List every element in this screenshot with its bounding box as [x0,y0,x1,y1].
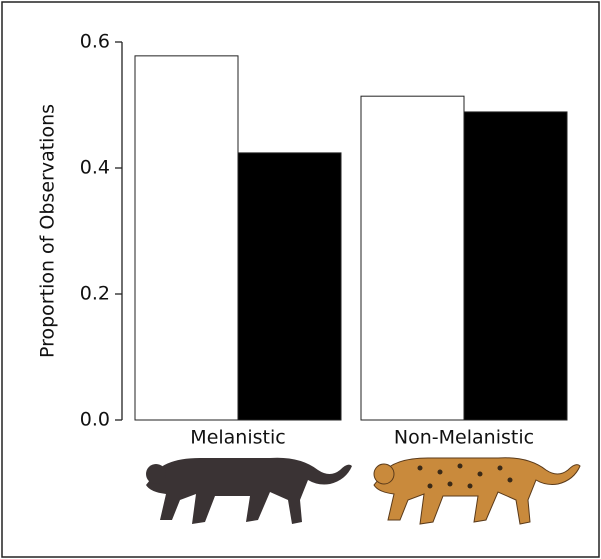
x-tick-label: Non-Melanistic [394,427,534,449]
x-tick-label: Melanistic [190,427,285,449]
y-tick-label: 0.6 [80,31,110,53]
y-tick-label: 0.2 [80,283,110,305]
y-axis-label: Proportion of Observations [37,104,59,358]
y-tick-label: 0.0 [80,409,110,431]
melanistic-jaguar-image [146,457,352,524]
non-melanistic-jaguar-image [373,457,581,525]
bar [360,95,465,421]
bar [463,111,568,421]
y-tick-label: 0.4 [80,157,110,179]
bar [134,55,239,421]
bar [237,152,342,421]
